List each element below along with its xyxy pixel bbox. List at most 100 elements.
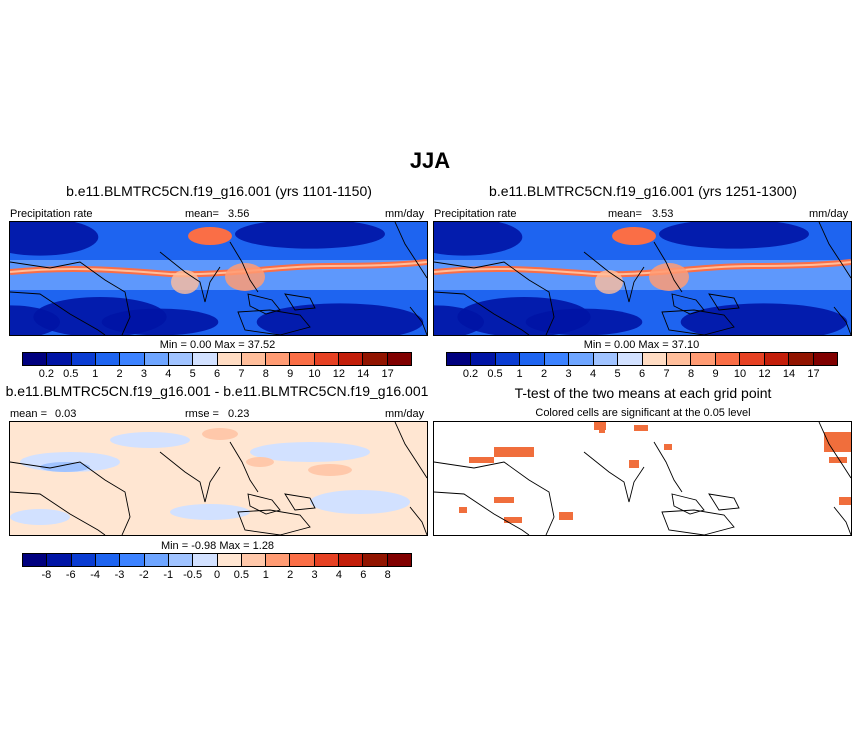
coastline: [159, 451, 221, 503]
panel4-subtitle: Colored cells are significant at the 0.0…: [535, 407, 751, 419]
coastline: [434, 461, 555, 535]
coastline: [434, 291, 530, 335]
panel1-minmax: Min = 0.00 Max = 37.52: [159, 339, 276, 351]
colorbar-tick-label: 10: [733, 368, 747, 380]
colorbar-tick-label: 8: [262, 368, 269, 380]
colorbar-swatch: [290, 554, 315, 566]
colorbar-swatch: [266, 353, 291, 365]
coastline: [653, 241, 683, 293]
colorbar-swatch: [544, 353, 570, 365]
colorbar-tick-label: 7: [663, 368, 670, 380]
panel2-map: [433, 221, 852, 336]
panel1-title: b.e11.BLMTRC5CN.f19_g16.001 (yrs 1101-11…: [66, 183, 372, 199]
coastline: [583, 251, 645, 303]
coastline: [661, 309, 735, 335]
significant-cell: [594, 422, 606, 430]
panel3-units: mm/day: [385, 408, 425, 420]
coastline: [10, 291, 106, 335]
panel2-title: b.e11.BLMTRC5CN.f19_g16.001 (yrs 1251-13…: [489, 183, 797, 199]
colorbar-swatch: [691, 353, 716, 365]
colorbar-tick-label: 17: [381, 368, 394, 380]
panel1-variable: Precipitation rate: [10, 208, 93, 220]
coastline: [237, 309, 311, 335]
colorbar-swatch: [266, 554, 291, 566]
dry-region: [659, 222, 809, 249]
colorbar-swatch: [144, 353, 169, 365]
significant-cell: [634, 425, 648, 431]
negative-anomaly: [110, 432, 190, 448]
colorbar-swatch: [363, 353, 388, 365]
coastline: [394, 222, 427, 279]
significant-cell: [629, 460, 639, 468]
panel3-rmse-label: rmse =: [185, 408, 219, 420]
significant-cell: [504, 517, 522, 523]
colorbar-tick-label: 5: [614, 368, 621, 380]
colorbar-swatch: [314, 554, 340, 566]
colorbar-tick-label: 4: [589, 368, 597, 380]
colorbar-swatch: [23, 353, 48, 365]
dry-region: [10, 305, 60, 335]
indian-ocean-max: [595, 270, 623, 294]
colorbar-swatch: [95, 353, 121, 365]
colorbar-tick-label: -0.5: [183, 569, 203, 581]
colorbar-tick-label: 0.5: [487, 368, 503, 380]
colorbar-tick-label: 12: [758, 368, 771, 380]
colorbar-tick-label: 6: [213, 368, 221, 380]
colorbar-tick-label: 7: [238, 368, 245, 380]
colorbar-swatch: [217, 353, 242, 365]
monsoon-max: [612, 227, 656, 245]
colorbar-tick-label: 0.5: [233, 569, 250, 581]
colorbar-swatch: [241, 554, 267, 566]
colorbar-swatch: [387, 554, 411, 566]
colorbar-swatch: [593, 353, 619, 365]
colorbar-swatch: [47, 353, 72, 365]
colorbar-tick-label: -2: [138, 569, 149, 581]
coastline: [10, 261, 131, 335]
panel2-mean-value: 3.53: [652, 208, 674, 220]
colorbar-swatch: [339, 554, 364, 566]
coastline: [653, 441, 683, 493]
panel3-map: [9, 421, 428, 536]
significant-cell: [664, 444, 672, 450]
coastline: [159, 251, 221, 303]
colorbar-swatch: [193, 554, 218, 566]
colorbar-tick-label: 1: [92, 368, 99, 380]
colorbar-tick-label: -8: [41, 569, 52, 581]
colorbar-tick-label: -3: [114, 569, 125, 581]
dry-region: [434, 222, 523, 256]
colorbar-tick-label: 0.2: [38, 368, 55, 380]
colorbar-tick-label: 2: [287, 569, 294, 581]
coastline: [583, 451, 645, 503]
coastline: [10, 491, 106, 535]
colorbar-swatch: [241, 353, 267, 365]
significant-cell: [829, 457, 847, 463]
coastline: [671, 293, 705, 315]
main-title: JJA: [409, 148, 451, 173]
colorbar-swatch: [471, 353, 496, 365]
colorbar-swatch: [520, 353, 545, 365]
significant-cell: [469, 457, 494, 463]
coastline: [434, 491, 530, 535]
colorbar-tick-label: 9: [287, 368, 294, 380]
colorbar-tick-label: 6: [638, 368, 646, 380]
dry-region: [101, 308, 219, 335]
colorbar-swatch: [314, 353, 340, 365]
colorbar-tick-label: 3: [311, 569, 318, 581]
colorbar-tick-label: 8: [687, 368, 695, 380]
colorbar-tick-label: 3: [140, 368, 147, 380]
colorbar-tick-label: -1: [163, 569, 174, 581]
colorbar-swatch: [120, 554, 145, 566]
colorbar-swatch: [120, 353, 145, 365]
panel3-mean-label: mean =: [10, 408, 47, 420]
colorbar-tick-label: 12: [332, 368, 345, 380]
colorbar-swatch: [569, 353, 594, 365]
panel2-mean-label: mean=: [608, 208, 642, 220]
panel3-title: b.e11.BLMTRC5CN.f19_g16.001 - b.e11.BLMT…: [5, 383, 429, 399]
colorbar-tick-label: 4: [165, 368, 172, 380]
colorbar-tick-label: 4: [335, 569, 342, 581]
colorbar-swatch: [666, 353, 692, 365]
panel1-colorbar: [22, 352, 412, 366]
coastline: [409, 506, 427, 535]
panel1-units: mm/day: [385, 208, 425, 220]
coastline: [247, 493, 281, 515]
